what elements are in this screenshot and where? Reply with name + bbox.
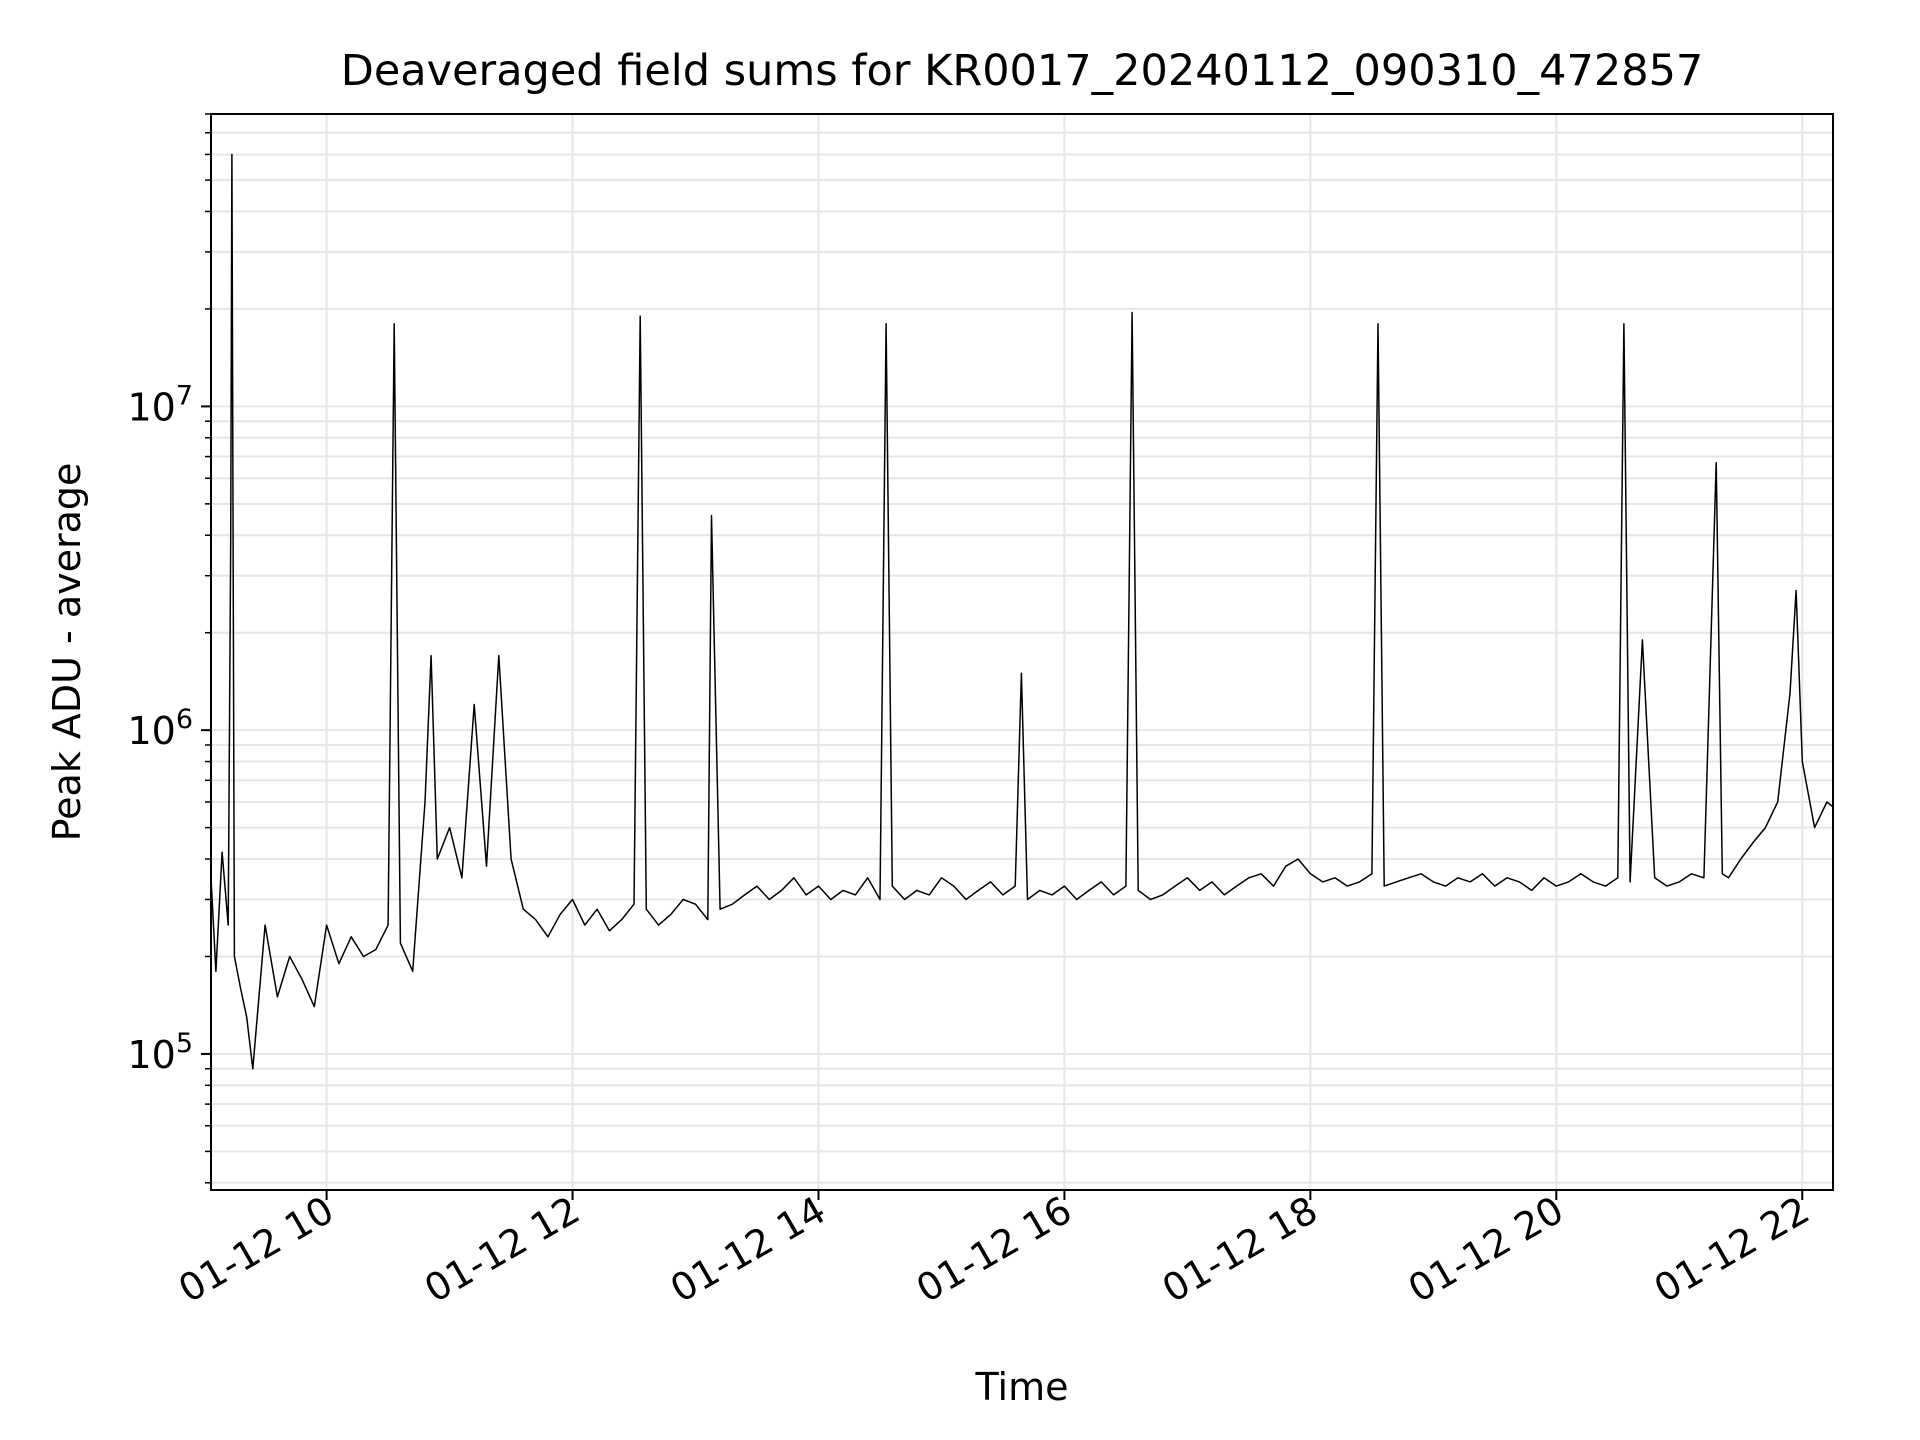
y-tick-label: 106 — [127, 704, 193, 753]
data-line-group — [210, 153, 1834, 1070]
y-tick-label: 105 — [127, 1028, 193, 1077]
x-tick-label: 01-12 14 — [663, 1188, 833, 1312]
data-line — [210, 153, 1834, 1070]
chart-title: Deaveraged field sums for KR0017_2024011… — [341, 46, 1704, 96]
plot-frame — [210, 113, 1834, 1191]
y-axis-label: Peak ADU - average — [45, 463, 89, 842]
x-tick-label: 01-12 10 — [171, 1188, 341, 1312]
x-tick-label: 01-12 12 — [417, 1188, 587, 1312]
x-gridlines — [325, 114, 1804, 1190]
x-tick-label: 01-12 20 — [1401, 1188, 1571, 1312]
x-axis-label: Time — [975, 1365, 1069, 1409]
x-tick-label: 01-12 18 — [1155, 1188, 1325, 1312]
x-axis-ticks: 01-12 10 01-12 12 01-12 14 01-12 16 01-12 18… — [171, 1188, 1817, 1312]
x-tick-label: 01-12 16 — [909, 1188, 1079, 1312]
y-tick-label: 107 — [127, 380, 193, 429]
y-axis-ticks: 105 106 107 — [127, 113, 211, 1184]
x-tick-label: 01-12 22 — [1647, 1188, 1817, 1312]
y-gridlines — [211, 113, 1833, 1184]
